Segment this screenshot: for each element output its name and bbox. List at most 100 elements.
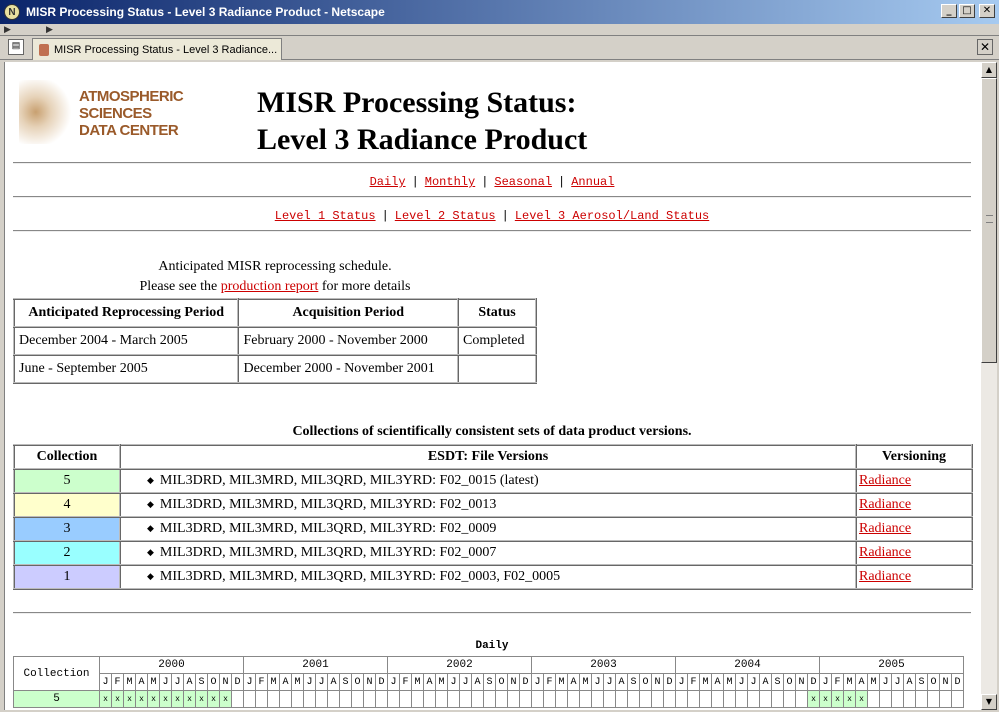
radiance-link[interactable]: Radiance (859, 473, 912, 488)
daily-cell (447, 690, 460, 708)
radiance-link[interactable]: Radiance (859, 569, 912, 584)
schedule-caption: Anticipated MISR reprocessing schedule. … (139, 259, 411, 294)
month-header: A (903, 673, 916, 691)
close-window-button[interactable]: ✕ (979, 4, 995, 18)
scroll-up-icon[interactable]: ▲ (981, 62, 997, 78)
month-header: J (303, 673, 316, 691)
minimize-button[interactable]: _ (941, 4, 957, 18)
nav-level3-aerosol-link[interactable]: Level 3 Aerosol/Land Status (514, 209, 710, 223)
vertical-scrollbar[interactable]: ▲ ▼ (981, 62, 997, 710)
daily-cell (411, 690, 424, 708)
month-header: D (231, 673, 244, 691)
month-header: J (819, 673, 832, 691)
daily-cell (639, 690, 652, 708)
month-header: F (687, 673, 700, 691)
nav-level2-link[interactable]: Level 2 Status (394, 209, 496, 223)
daily-cell (591, 690, 604, 708)
month-header: A (759, 673, 772, 691)
daily-cell: x (855, 690, 868, 708)
divider (13, 162, 971, 164)
daily-cell (399, 690, 412, 708)
month-header: S (339, 673, 352, 691)
daily-cell: x (123, 690, 136, 708)
toolbar-grip-icon[interactable]: ▶ (4, 25, 11, 35)
month-header: N (507, 673, 520, 691)
daily-cell (351, 690, 364, 708)
month-header: J (591, 673, 604, 691)
year-header: 2000 (99, 656, 244, 674)
toolbar-grip-icon[interactable]: ▶ (46, 25, 53, 35)
table-row: June - September 2005 December 2000 - No… (12, 354, 537, 384)
daily-cell (339, 690, 352, 708)
daily-cell (747, 690, 760, 708)
nav-monthly-link[interactable]: Monthly (424, 175, 476, 189)
month-header: J (99, 673, 112, 691)
production-report-link[interactable]: production report (220, 279, 319, 294)
table-row: 4 ◆ MIL3DRD, MIL3MRD, MIL3QRD, MIL3YRD: F0… (13, 492, 973, 518)
daily-cell: x (111, 690, 124, 708)
daily-cell (579, 690, 592, 708)
radiance-link[interactable]: Radiance (859, 545, 912, 560)
collections-caption: Collections of scientifically consistent… (292, 424, 692, 439)
nav-daily-link[interactable]: Daily (369, 175, 406, 189)
month-header: J (675, 673, 688, 691)
daily-cell (327, 690, 340, 708)
file-versions: ◆ MIL3DRD, MIL3MRD, MIL3QRD, MIL3YRD: F02… (119, 540, 857, 566)
versioning-cell: Radiance (855, 564, 973, 590)
logo-burst-icon (19, 80, 75, 144)
radiance-link[interactable]: Radiance (859, 521, 912, 536)
month-header: A (471, 673, 484, 691)
new-tab-icon[interactable]: ▤ (8, 39, 24, 55)
collection-number: 4 (13, 492, 121, 518)
scroll-thumb[interactable] (981, 78, 997, 363)
daily-cell (603, 690, 616, 708)
month-header: M (291, 673, 304, 691)
table-row: 3 ◆ MIL3DRD, MIL3MRD, MIL3QRD, MIL3YRD: F0… (13, 516, 973, 542)
month-header: S (771, 673, 784, 691)
month-header: A (423, 673, 436, 691)
month-header: N (219, 673, 232, 691)
month-header: D (951, 673, 964, 691)
month-header: M (411, 673, 424, 691)
nav-seasonal-link[interactable]: Seasonal (494, 175, 553, 189)
daily-cell (903, 690, 916, 708)
month-header: D (663, 673, 676, 691)
file-versions: ◆ MIL3DRD, MIL3MRD, MIL3QRD, MIL3YRD: F02… (119, 564, 857, 590)
nav-annual-link[interactable]: Annual (571, 175, 615, 189)
month-header: J (459, 673, 472, 691)
month-header: S (483, 673, 496, 691)
month-header: F (399, 673, 412, 691)
year-header: 2005 (819, 656, 964, 674)
close-tab-icon[interactable]: ✕ (977, 39, 993, 55)
collections-header: Collection (13, 444, 121, 470)
daily-table: Collection 2000 2001 2002 2003 2004 2005 J F M A M J… (13, 656, 964, 708)
daily-cell: x (831, 690, 844, 708)
asdc-logo: ATMOSPHERIC SCIENCES DATA CENTER (17, 76, 184, 154)
daily-cell (939, 690, 952, 708)
maximize-button[interactable]: □ (959, 4, 975, 18)
schedule-header: Anticipated Reprocessing Period (12, 298, 240, 328)
level-nav: Level 1 Status | Level 2 Status | Level 3 Ae… (274, 209, 710, 223)
nav-level1-link[interactable]: Level 1 Status (274, 209, 376, 223)
month-header: M (555, 673, 568, 691)
file-versions: ◆ MIL3DRD, MIL3MRD, MIL3QRD, MIL3YRD: F02… (119, 492, 857, 518)
daily-cell (255, 690, 268, 708)
month-header: A (327, 673, 340, 691)
table-row: 2 ◆ MIL3DRD, MIL3MRD, MIL3QRD, MIL3YRD: F0… (13, 540, 973, 566)
month-header: J (891, 673, 904, 691)
daily-cell: x (207, 690, 220, 708)
month-header: M (867, 673, 880, 691)
scroll-down-icon[interactable]: ▼ (981, 694, 997, 710)
month-header: J (735, 673, 748, 691)
daily-cell: x (219, 690, 232, 708)
daily-cell: x (159, 690, 172, 708)
window-titlebar: N MISR Processing Status - Level 3 Radia… (0, 0, 999, 24)
month-header: N (939, 673, 952, 691)
month-header: A (615, 673, 628, 691)
daily-cell (687, 690, 700, 708)
divider (13, 196, 971, 198)
radiance-link[interactable]: Radiance (859, 497, 912, 512)
tab-current[interactable]: MISR Processing Status - Level 3 Radianc… (32, 38, 282, 60)
daily-cell (891, 690, 904, 708)
month-header: O (927, 673, 940, 691)
